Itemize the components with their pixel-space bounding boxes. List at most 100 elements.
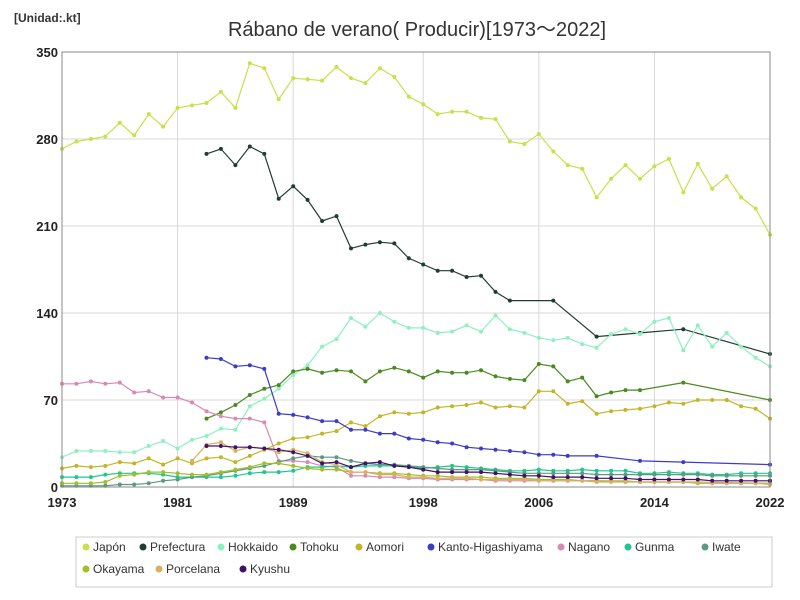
data-point-hokkaido: [334, 337, 339, 342]
data-point-aomori: [276, 441, 281, 446]
data-point-prefectura: [305, 197, 310, 202]
legend-label: Okayama: [93, 562, 145, 576]
data-point-nagano: [363, 473, 368, 478]
data-point-okayama: [262, 461, 267, 466]
legend-label: Hokkaido: [228, 540, 278, 554]
data-point-kyushu: [623, 476, 628, 481]
data-point-porcelana: [435, 476, 440, 481]
data-point-jap-n: [204, 101, 209, 105]
data-point-iwate: [161, 478, 166, 483]
data-point-hokkaido: [565, 335, 570, 340]
data-point-prefectura: [377, 240, 382, 245]
data-point-kyushu: [695, 477, 700, 482]
data-point-aomori: [623, 407, 628, 412]
data-point-kanto-higashiyama: [204, 355, 209, 360]
data-point-kanto-higashiyama: [406, 436, 411, 441]
data-point-jap-n: [117, 120, 122, 125]
data-point-gunma: [580, 467, 585, 472]
data-point-hokkaido: [435, 330, 440, 335]
data-point-kyushu: [522, 473, 527, 478]
data-point-porcelana: [609, 480, 614, 484]
data-point-gunma: [276, 470, 281, 475]
data-point-tohoku: [377, 369, 382, 374]
data-point-jap-n: [710, 186, 715, 191]
data-point-kyushu: [565, 475, 570, 480]
data-point-jap-n: [88, 137, 93, 141]
y-tick-label: 350: [36, 45, 58, 60]
data-point-aomori: [146, 456, 151, 461]
data-point-gunma: [609, 468, 614, 473]
data-point-kyushu: [276, 447, 281, 452]
data-point-porcelana: [421, 475, 426, 480]
data-point-hokkaido: [392, 319, 397, 324]
data-point-hokkaido: [305, 363, 310, 368]
data-point-hokkaido: [464, 323, 469, 328]
legend-marker: [155, 565, 163, 573]
data-point-prefectura: [435, 268, 440, 273]
data-point-tohoku: [233, 403, 238, 407]
data-point-kanto-higashiyama: [291, 412, 296, 417]
data-point-porcelana: [464, 476, 469, 481]
data-point-kyushu: [739, 478, 744, 483]
legend-item-porcelana: Porcelana: [155, 562, 220, 576]
data-point-hokkaido: [536, 335, 541, 340]
data-point-tohoku: [623, 388, 628, 393]
legend-marker: [82, 565, 90, 573]
data-point-porcelana: [349, 470, 353, 475]
data-point-iwate: [132, 482, 137, 487]
data-point-nagano: [247, 416, 252, 421]
data-point-aomori: [421, 410, 426, 415]
data-point-prefectura: [320, 219, 325, 223]
data-point-tohoku: [392, 365, 397, 370]
series-jap-n: [60, 61, 772, 237]
data-point-aomori: [753, 406, 758, 411]
data-point-iwate: [710, 473, 715, 478]
legend-label: Nagano: [568, 540, 610, 554]
data-point-porcelana: [580, 478, 585, 483]
data-point-hokkaido: [507, 327, 512, 332]
legend-label: Japón: [93, 540, 126, 554]
legend-item-kanto-higashiyama: Kanto-Higashiyama: [427, 540, 543, 554]
data-point-kanto-higashiyama: [392, 431, 397, 436]
data-point-kanto-higashiyama: [377, 431, 382, 436]
data-point-gunma: [247, 471, 252, 476]
legend-marker: [355, 543, 363, 551]
series-aomori: [60, 389, 772, 471]
legend-label: Prefectura: [150, 540, 206, 554]
legend-item-aomori: Aomori: [355, 540, 404, 554]
data-point-aomori: [334, 429, 339, 434]
data-point-tohoku: [450, 370, 455, 375]
data-point-iwate: [681, 472, 686, 477]
data-point-jap-n: [623, 163, 628, 168]
data-point-iwate: [175, 477, 180, 482]
data-point-prefectura: [464, 275, 469, 279]
data-point-tohoku: [580, 375, 585, 380]
data-point-tohoku: [536, 362, 541, 366]
data-point-hokkaido: [377, 311, 382, 315]
data-point-okayama: [146, 470, 151, 475]
data-point-kanto-higashiyama: [233, 364, 238, 369]
data-point-hokkaido: [551, 338, 556, 343]
data-point-jap-n: [320, 78, 325, 83]
data-point-jap-n: [580, 166, 585, 171]
series-kyushu: [204, 444, 772, 483]
data-point-kyushu: [291, 450, 296, 455]
data-point-jap-n: [652, 164, 657, 169]
legend-marker: [139, 543, 147, 551]
data-point-tohoku: [638, 388, 642, 393]
data-point-hokkaido: [291, 373, 296, 378]
data-point-jap-n: [507, 139, 512, 144]
data-point-aomori: [479, 400, 483, 405]
legend-item-hokkaido: Hokkaido: [217, 540, 278, 554]
data-point-kanto-higashiyama: [421, 437, 426, 442]
y-tick-label: 70: [44, 393, 58, 408]
data-point-iwate: [565, 471, 570, 476]
data-point-aomori: [349, 420, 353, 425]
data-point-tohoku: [320, 370, 325, 375]
data-point-jap-n: [681, 190, 686, 195]
series-kanto-higashiyama: [204, 355, 772, 467]
series-line-kanto-higashiyama: [206, 357, 771, 466]
data-point-kanto-higashiyama: [464, 445, 469, 450]
data-point-porcelana: [406, 475, 411, 480]
data-point-kyushu: [479, 470, 483, 475]
